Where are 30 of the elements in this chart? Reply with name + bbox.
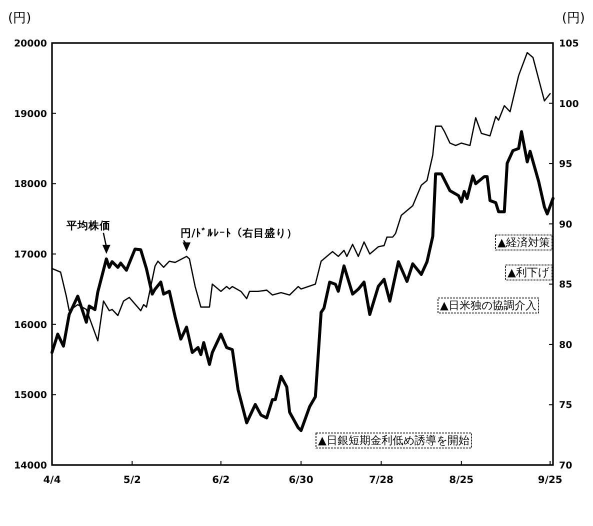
y2-axis-title: (円) [562, 11, 585, 26]
x-tick-label: 6/2 [212, 475, 230, 486]
y-axis-title: (円) [8, 11, 32, 26]
y-tick-label: 16000 [14, 320, 48, 331]
y-tick-label: 18000 [14, 179, 48, 190]
annotation: ▲利下げ [508, 266, 550, 279]
y2-tick-label: 100 [559, 98, 580, 110]
y-tick-label: 20000 [14, 38, 48, 50]
x-tick-label: 7/28 [368, 475, 394, 486]
y2-tick-label: 95 [559, 159, 572, 170]
y2-tick-label: 75 [559, 400, 572, 412]
y2-tick-label: 85 [559, 280, 572, 291]
x-tick-label: 6/30 [288, 475, 314, 486]
x-tick-label: 5/2 [123, 475, 141, 486]
annotation: ▲日銀短期金利低め誘導を開始 [318, 434, 470, 447]
y-tick-label: 17000 [14, 250, 48, 260]
series-label: 円/ﾄﾞﾙﾚｰﾄ（右目盛り） [180, 226, 298, 240]
y-tick-label: 15000 [14, 390, 48, 402]
y2-tick-label: 90 [559, 219, 573, 230]
annotation: ▲経済対策 [498, 236, 550, 249]
annotation: ▲日米独の協調介入 [440, 299, 536, 312]
y2-tick-label: 70 [559, 460, 573, 472]
y2-tick-label: 105 [559, 38, 579, 50]
x-tick-label: 4/4 [43, 475, 61, 486]
y-tick-label: 19000 [14, 108, 48, 120]
y2-tick-label: 80 [559, 340, 573, 351]
text: 平均株価 [65, 218, 110, 232]
x-tick-label: 8/25 [449, 475, 474, 486]
x-tick-label: 9/25 [538, 475, 562, 486]
y-tick-label: 14000 [14, 460, 48, 472]
